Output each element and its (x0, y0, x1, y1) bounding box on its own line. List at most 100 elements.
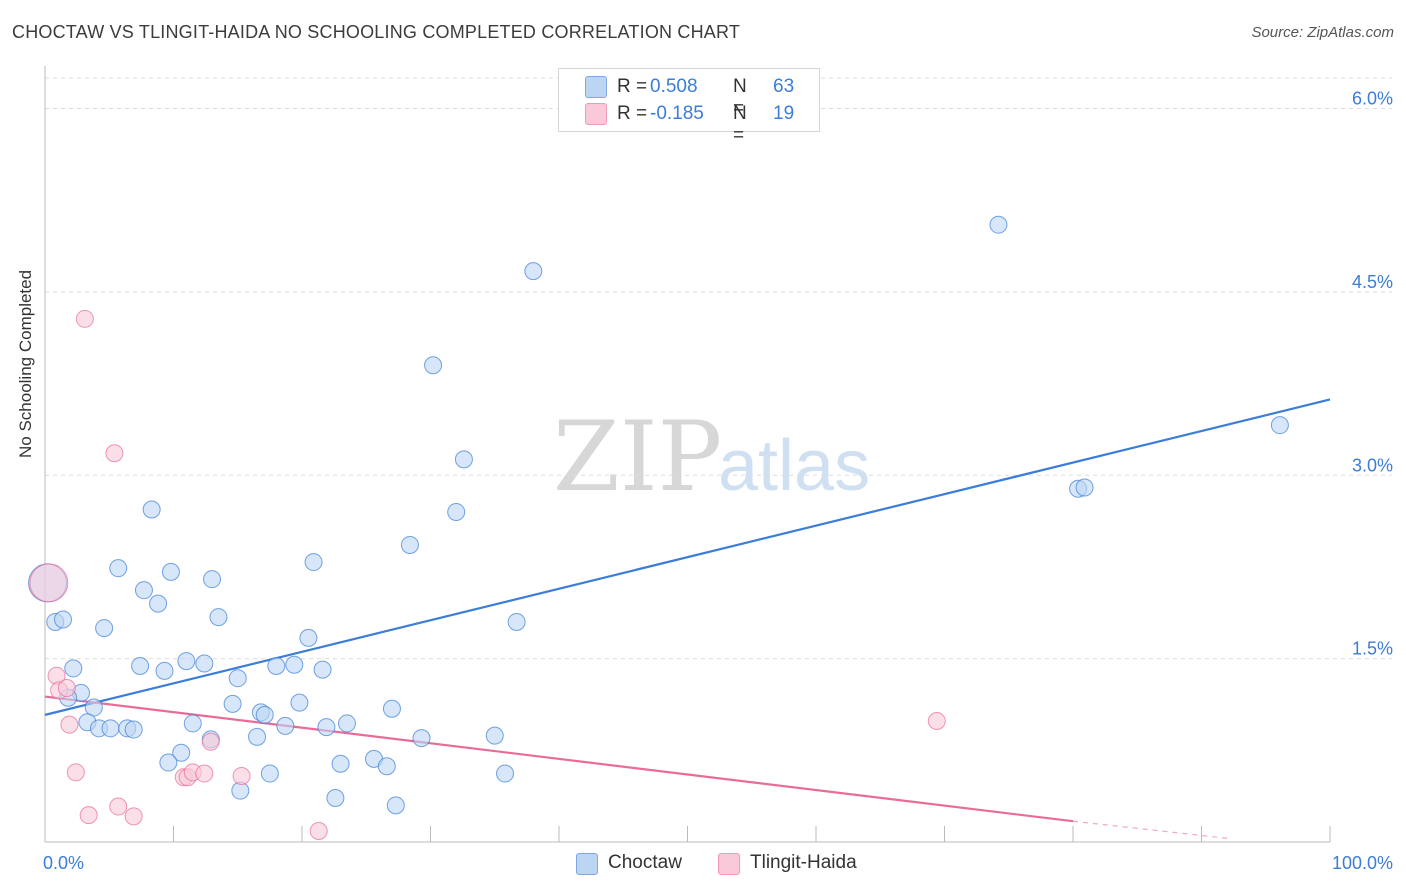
legend-n-label: N = (733, 76, 747, 119)
bottom-legend-label-choctaw: Choctaw (608, 852, 682, 873)
choctaw-point (337, 714, 356, 733)
y-tick-label: 6.0% (1352, 89, 1393, 109)
choctaw-point (142, 500, 161, 519)
legend-r-label: R = (617, 76, 653, 97)
tlingit-haida-point (124, 807, 143, 826)
bottom-legend-swatch-tlingit-haida (718, 853, 740, 875)
choctaw-point (267, 656, 286, 675)
choctaw-point (313, 660, 332, 679)
tlingit-haida-point (309, 821, 328, 840)
tick-labels: 1.5% 3.0% 4.5% 6.0% 0.0% 100.0% (43, 89, 1393, 873)
tlingit-haida-point (109, 797, 128, 816)
legend-r-value: -0.185 (650, 103, 704, 124)
choctaw-point (223, 694, 242, 713)
choctaw-point (290, 693, 309, 712)
tlingit-haida-point (75, 309, 94, 328)
choctaw-point (304, 553, 323, 572)
choctaw-point (64, 659, 83, 678)
tlingit-haida-point (79, 806, 98, 825)
watermark-zip: ZIP (553, 401, 722, 513)
tlingit-haida-point (105, 444, 124, 463)
choctaw-point (260, 764, 279, 783)
choctaw-point (412, 729, 431, 748)
choctaw-point (155, 661, 174, 680)
tlingit-haida-point (232, 766, 251, 785)
choctaw-point (299, 628, 318, 647)
choctaw-point (53, 610, 72, 629)
choctaw-point (255, 705, 274, 724)
tlingit-haida-trend-extension (1072, 820, 1228, 839)
choctaw-point (382, 699, 401, 718)
legend-r-value: 0.508 (650, 76, 698, 97)
choctaw-point (524, 262, 543, 281)
choctaw-point (209, 608, 228, 627)
choctaw-point (454, 450, 473, 469)
choctaw-point (195, 654, 214, 673)
choctaw-point (447, 502, 466, 521)
bottom-legend-label-tlingit-haida: Tlingit-Haida (750, 852, 857, 873)
choctaw-point (172, 743, 191, 762)
choctaw-point (159, 753, 178, 772)
tlingit-haida-point (927, 711, 946, 730)
choctaw-point (161, 562, 180, 581)
choctaw-point (317, 718, 336, 737)
legend-n-value: 63 (773, 76, 795, 97)
choctaw-point (1075, 478, 1094, 497)
choctaw-point (131, 656, 150, 675)
legend-swatch-tlingit-haida (585, 103, 607, 125)
x-tick-label: 0.0% (43, 853, 84, 873)
legend-r-label: R = (617, 103, 653, 124)
tlingit-haida-point (29, 563, 69, 603)
choctaw-point (124, 720, 143, 739)
choctaw-point (989, 215, 1008, 234)
legend-swatch-choctaw (585, 76, 607, 98)
tlingit-haida-point (60, 715, 79, 734)
bottom-legend-swatch-choctaw (576, 853, 598, 875)
choctaw-point (228, 669, 247, 688)
choctaw-point (149, 594, 168, 613)
choctaw-point (285, 655, 304, 674)
choctaw-point (109, 559, 128, 578)
choctaw-point (485, 726, 504, 745)
choctaw-point (507, 612, 526, 631)
x-tick-label: 100.0% (1332, 853, 1393, 873)
legend-n-label: N = (733, 103, 747, 146)
choctaw-point (276, 716, 295, 735)
choctaw-point (424, 356, 443, 375)
chart-title: CHOCTAW VS TLINGIT-HAIDA NO SCHOOLING CO… (12, 22, 741, 42)
data-points (28, 215, 1289, 840)
choctaw-point (326, 788, 345, 807)
tlingit-haida-point (66, 763, 85, 782)
choctaw-point (177, 652, 196, 671)
choctaw-point (1270, 416, 1289, 435)
y-tick-label: 4.5% (1352, 272, 1393, 292)
tlingit-haida-point (57, 678, 76, 697)
choctaw-trend-line (44, 398, 1331, 716)
choctaw-point (203, 570, 222, 589)
choctaw-point (248, 727, 267, 746)
choctaw-point (400, 535, 419, 554)
choctaw-point (496, 764, 515, 783)
choctaw-point (386, 796, 405, 815)
axes (44, 66, 1331, 843)
choctaw-point (377, 757, 396, 776)
y-tick-label: 3.0% (1352, 455, 1393, 475)
source-credit: Source: ZipAtlas.com (1251, 24, 1394, 41)
tlingit-haida-point (195, 764, 214, 783)
choctaw-point (134, 581, 153, 600)
choctaw-point (183, 714, 202, 733)
watermark: ZIP atlas (553, 401, 870, 513)
choctaw-point (331, 754, 350, 773)
choctaw-point (101, 719, 120, 738)
watermark-atlas: atlas (718, 426, 870, 506)
y-tick-label: 1.5% (1352, 639, 1393, 659)
choctaw-point (95, 619, 114, 638)
y-axis-label: No Schooling Completed (16, 269, 35, 458)
grid-lines (45, 77, 1392, 660)
correlation-legend: R = 0.508 N = 63 R = -0.185 N = 19 (558, 68, 820, 146)
trend-lines (44, 398, 1331, 839)
legend-n-value: 19 (773, 103, 795, 124)
tlingit-haida-point (201, 732, 220, 751)
tlingit-haida-trend-line (44, 695, 1074, 823)
